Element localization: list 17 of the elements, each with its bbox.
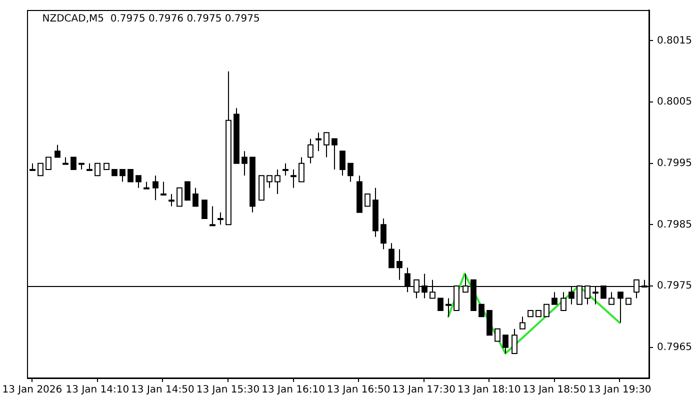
x-tick-label: 13 Jan 17:30 [392,384,456,396]
y-tick-label: 0.7985 [657,219,692,230]
x-tick-label: 13 Jan 14:10 [66,384,130,396]
x-tick-label: 13 Jan 19:30 [588,384,652,396]
y-tick-label: 0.7995 [657,158,692,169]
x-tick-label: 13 Jan 18:10 [457,384,521,396]
x-tick-label: 13 Jan 16:10 [262,384,325,396]
y-tick-label: 0.7975 [657,280,692,292]
y-tick-label: 0.7965 [657,342,692,353]
x-tick-label: 13 Jan 16:50 [326,384,390,396]
x-tick-label: 13 Jan 18:50 [522,384,586,396]
x-tick-label: 13 Jan 2026 [2,384,62,396]
y-tick-label: 0.8005 [657,96,692,108]
x-tick-label: 13 Jan 14:50 [131,384,194,396]
y-tick-label: 0.8015 [657,35,692,46]
chart-title: NZDCAD,M5 0.7975 0.7976 0.7975 0.7975 [42,14,260,25]
x-tick-label: 13 Jan 15:30 [196,384,260,396]
